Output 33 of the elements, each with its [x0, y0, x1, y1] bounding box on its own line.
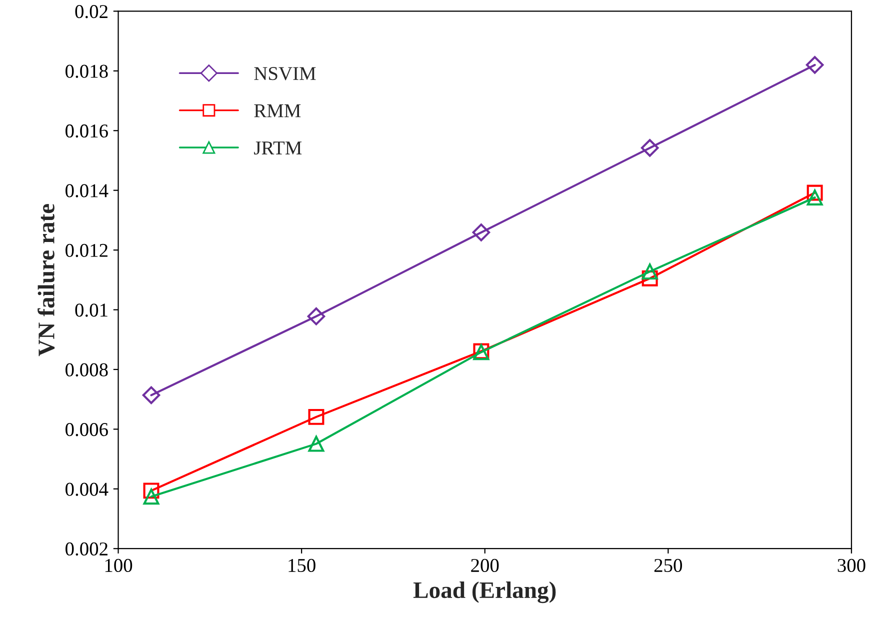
- x-axis-title: Load (Erlang): [413, 582, 556, 604]
- point: [143, 488, 160, 505]
- legend-label: JRTM: [254, 142, 302, 155]
- y-tick-label: 0.008: [66, 363, 108, 376]
- y-tick-label: 0.014: [66, 184, 108, 198]
- point: [307, 307, 326, 326]
- point: [143, 482, 160, 499]
- point: [642, 264, 658, 280]
- y-tick-label: 0.012: [66, 244, 108, 258]
- x-tick-label: 200: [471, 558, 499, 572]
- x-tick-label: 300: [838, 558, 866, 572]
- y-axis-title: VN failure rate: [38, 204, 55, 356]
- point: [308, 408, 324, 425]
- y-tick-label: 0.018: [66, 64, 108, 78]
- point: [806, 56, 824, 74]
- point: [642, 270, 658, 286]
- x-tick-label: 250: [654, 558, 682, 572]
- y-tick-label: 0.002: [66, 542, 108, 556]
- legend-label: RMM: [254, 104, 301, 118]
- y-tick-label: 0.02: [75, 5, 108, 18]
- legend-label: NSVIM: [254, 67, 316, 80]
- x-tick-label: 100: [105, 558, 132, 572]
- y-tick-label: 0.01: [75, 304, 108, 317]
- x-tick-label: 150: [288, 558, 316, 572]
- point: [806, 190, 823, 206]
- y-tick-label: 0.016: [66, 124, 108, 138]
- point: [142, 386, 160, 404]
- point: [806, 184, 823, 201]
- point: [472, 224, 490, 242]
- point: [640, 139, 659, 157]
- y-tick-label: 0.006: [66, 422, 108, 436]
- y-tick-label: 0.004: [66, 482, 108, 496]
- point: [308, 436, 324, 452]
